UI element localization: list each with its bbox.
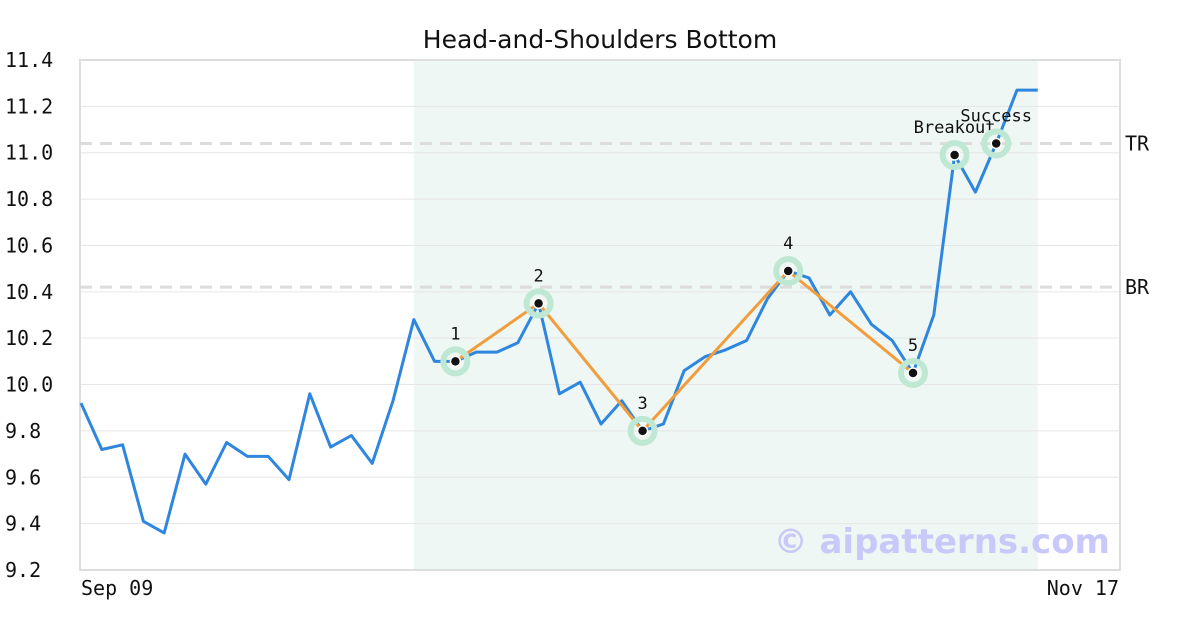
y-axis-ticks: 9.2 9.4 9.6 9.8 10.0 10.2 10.4 10.6 10.8 11.0 11.2… xyxy=(5,48,53,582)
event-success-label: Success xyxy=(960,106,1032,126)
reference-label-tr: TR xyxy=(1125,131,1150,155)
pattern-point-4-halo xyxy=(773,255,804,286)
watermark: © aipatterns.com xyxy=(774,522,1110,562)
y-tick-label: 9.6 xyxy=(5,465,41,489)
x-tick-label-start: Sep 09 xyxy=(81,576,153,600)
event-success-dot xyxy=(990,137,1002,150)
pattern-point-3-label: 3 xyxy=(637,394,647,414)
y-tick-label: 11.0 xyxy=(5,141,53,165)
pattern-point-1-dot xyxy=(449,355,462,368)
event-success-halo xyxy=(981,128,1012,159)
pattern-point-2-halo xyxy=(523,288,554,319)
event-breakout-halo xyxy=(939,140,970,171)
pattern-point-3-dot xyxy=(636,425,649,437)
pattern-point-1-label: 1 xyxy=(450,324,460,344)
pattern-point-5-dot xyxy=(907,367,919,379)
y-tick-label: 10.4 xyxy=(5,280,53,304)
pattern-point-5-label: 5 xyxy=(908,336,918,356)
x-tick-label-end: Nov 17 xyxy=(1047,576,1119,600)
y-tick-label: 10.2 xyxy=(5,326,53,350)
pattern-point-2-dot xyxy=(532,297,545,310)
y-tick-label: 10.0 xyxy=(5,373,53,397)
pattern-point-1-halo xyxy=(440,346,471,377)
pattern-point-4-label: 4 xyxy=(783,234,793,254)
y-tick-label: 9.2 xyxy=(5,558,41,582)
y-tick-label: 11.4 xyxy=(5,48,53,72)
chart-title: Head-and-Shoulders Bottom xyxy=(423,25,777,54)
y-tick-label: 9.4 xyxy=(5,512,41,536)
grid-layer xyxy=(80,105,1120,525)
y-tick-label: 10.8 xyxy=(5,187,53,211)
y-tick-label: 10.6 xyxy=(5,233,53,257)
pattern-point-4-dot xyxy=(782,265,794,277)
y-tick-label: 11.2 xyxy=(5,94,53,118)
pattern-point-5-halo xyxy=(898,357,928,388)
pattern-point-3-halo xyxy=(627,415,658,446)
pattern-point-2-label: 2 xyxy=(533,266,543,286)
y-tick-label: 9.8 xyxy=(5,419,41,443)
price-line xyxy=(79,88,1038,535)
plot-frame xyxy=(79,59,1121,571)
event-breakout-label: Breakout xyxy=(914,118,996,138)
series-layer xyxy=(79,88,1038,535)
reference-label-br: BR xyxy=(1125,275,1150,299)
event-breakout-dot xyxy=(948,149,961,161)
